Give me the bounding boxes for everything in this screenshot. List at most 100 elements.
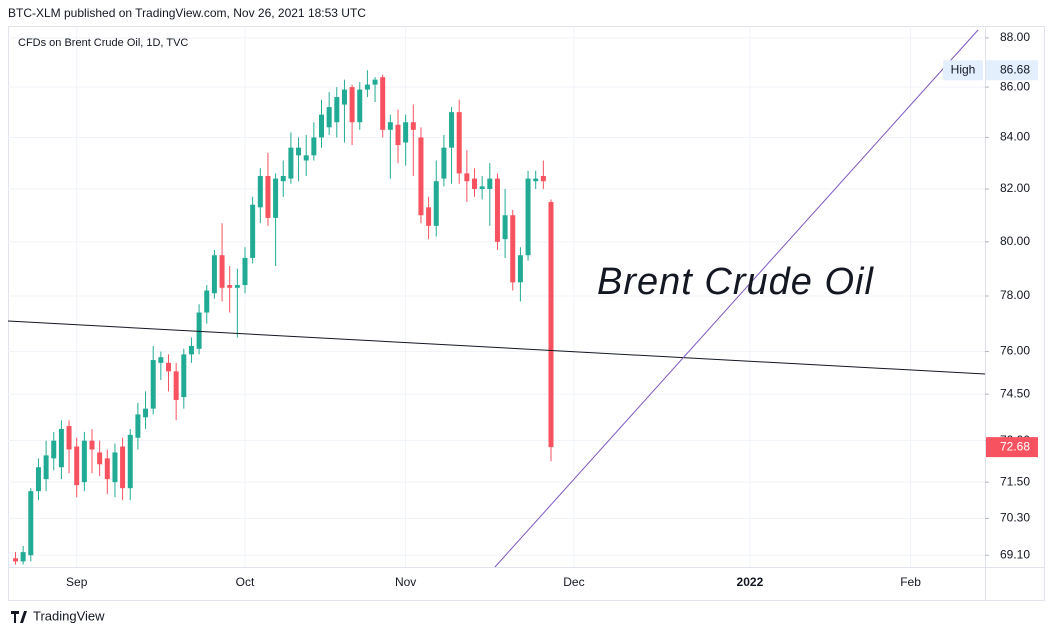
candle-body (387, 122, 393, 130)
candle-body (89, 440, 95, 450)
candle-body (227, 285, 233, 288)
candle-body (181, 354, 187, 398)
candle-body (540, 175, 546, 182)
candle-body (234, 285, 240, 288)
y-tick-label: 71.50 (1000, 474, 1030, 488)
x-tick-label: Feb (900, 575, 921, 589)
candle-body (66, 426, 72, 450)
y-tick-label: 74.50 (1000, 386, 1030, 400)
high-value: 86.68 (1000, 62, 1030, 76)
candle-body (97, 452, 103, 465)
y-tick-label: 88.00 (1000, 30, 1030, 44)
labels: 88.00 86.00 84.00 82.00 80.00 78.00 76.00 74.50… (66, 30, 1038, 589)
candle-body (326, 107, 332, 128)
candle-body (479, 186, 485, 190)
candle-body (433, 181, 439, 226)
candle-body (395, 124, 401, 146)
candle-body (188, 345, 194, 355)
candle-body (112, 452, 118, 483)
candle-body (319, 114, 324, 138)
x-tick-label: Oct (236, 575, 255, 589)
high-tag-label: High (951, 62, 976, 76)
candle-body (74, 446, 80, 486)
candle-body (334, 97, 340, 123)
candle-body (341, 89, 347, 105)
candle-body (173, 371, 179, 400)
annotation: Brent Crude Oil (597, 261, 874, 303)
trend-line (494, 29, 979, 568)
candle-body (81, 440, 87, 483)
candle-body (204, 290, 210, 313)
candle-body (43, 455, 49, 480)
y-tick-label: 82.00 (1000, 181, 1030, 195)
x-tick-label: 2022 (737, 575, 764, 589)
candle-body (20, 552, 26, 562)
candle-body (410, 122, 416, 130)
candle-body (166, 362, 171, 372)
candle-body (242, 257, 248, 286)
candle-body (250, 204, 256, 258)
candle-body (196, 312, 202, 349)
candle-body (502, 215, 508, 240)
candle-body (28, 491, 34, 556)
publish-info: BTC-XLM published on TradingView.com, No… (8, 6, 366, 20)
grid (8, 26, 989, 567)
candle-body (494, 178, 500, 242)
candle-body (280, 175, 286, 182)
candle-body (257, 175, 263, 208)
candle-body (426, 207, 432, 226)
x-tick-label: Nov (395, 575, 416, 589)
candle-body (219, 255, 225, 288)
brand-logo (11, 611, 27, 623)
candle-body (364, 84, 370, 90)
candle-body (135, 414, 141, 438)
candle-body (403, 122, 409, 143)
y-tick-label: 78.00 (1000, 288, 1030, 302)
candle-body (517, 255, 523, 283)
candle-body (211, 255, 217, 294)
candle-body (357, 89, 363, 123)
y-tick-label: 86.00 (1000, 79, 1030, 93)
candle-body (120, 446, 126, 489)
candle-body (296, 147, 302, 156)
candle-body (35, 467, 41, 492)
candle-body (456, 112, 462, 174)
trend-line (7, 320, 986, 375)
y-tick-label: 70.30 (1000, 511, 1030, 525)
candle-body (380, 77, 386, 130)
candle-body (51, 440, 57, 459)
candle-body (265, 175, 271, 218)
candle-body (487, 178, 493, 190)
candle-body (510, 215, 516, 283)
candle-body (418, 137, 424, 216)
high-value-tag (986, 60, 1038, 81)
candle-body (13, 558, 18, 562)
candle-body (303, 155, 309, 161)
candle-body (441, 147, 447, 179)
y-tick-label: 80.00 (1000, 234, 1030, 248)
brand: TradingView (33, 608, 105, 623)
y-tick-label: 76.00 (1000, 344, 1030, 358)
chart-title: CFDs on Brent Crude Oil, 1D, TVC (18, 37, 188, 49)
y-tick-label: 69.10 (1000, 547, 1030, 561)
candle-body (349, 87, 355, 123)
candle-body (372, 79, 378, 85)
candle-body (533, 178, 539, 182)
candle-body (525, 178, 531, 256)
candle-body (464, 173, 470, 182)
candle-body (449, 112, 455, 148)
frame (8, 26, 1045, 601)
candles (13, 70, 554, 565)
x-tick-label: Sep (66, 575, 88, 589)
candle-body (548, 202, 554, 448)
last-price: 72.68 (1000, 439, 1030, 453)
candle-body (311, 137, 317, 156)
candle-body (150, 360, 156, 409)
last-price-tag (986, 437, 1038, 458)
candle-body (472, 178, 477, 190)
candle-body (127, 434, 133, 489)
x-tick-label: Dec (563, 575, 584, 589)
candle-body (143, 408, 149, 418)
